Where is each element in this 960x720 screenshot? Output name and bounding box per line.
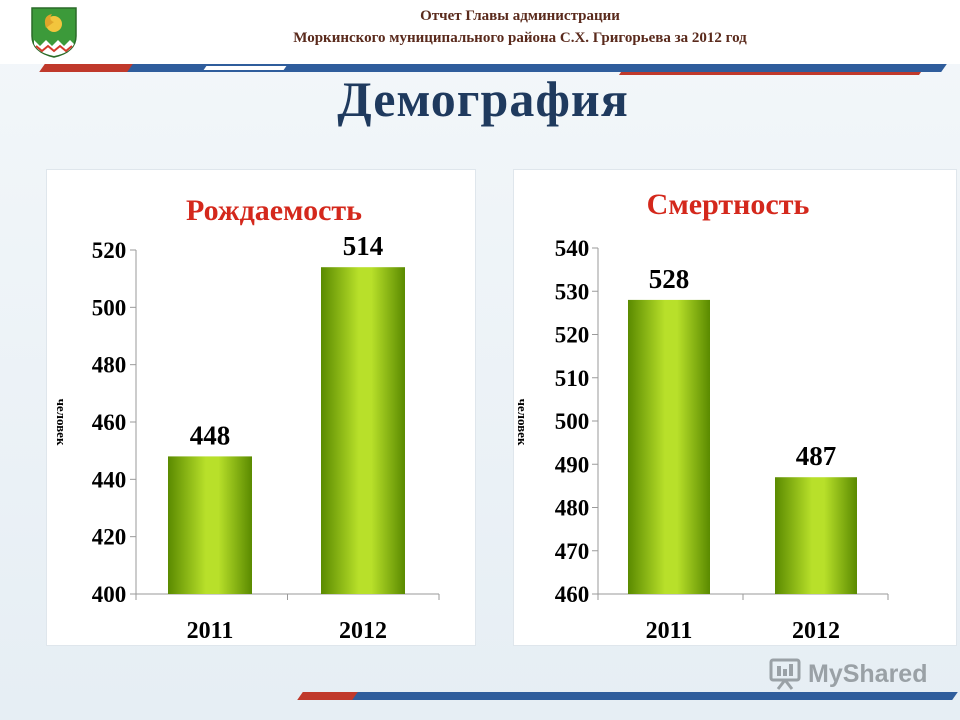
x-tick-label: 2011 [187,618,234,644]
report-title-line1: Отчет Главы администрации [420,8,620,24]
x-tick-label: 2012 [339,618,387,644]
page-title: Демография [337,71,629,127]
y-tick-label: 480 [555,496,590,521]
bar [168,456,252,594]
y-tick-label: 500 [92,295,127,320]
watermark-text: MyShared [808,660,928,688]
data-label: 448 [190,420,231,450]
x-tick-label: 2012 [792,618,840,644]
y-axis-label: человек [54,399,69,446]
y-tick-label: 500 [555,409,590,434]
chart-title: Смертность [647,188,810,221]
page-title-wrap: Демография [0,70,960,128]
presentation-icon [769,658,801,690]
y-tick-label: 460 [92,410,127,435]
y-tick-label: 530 [555,279,590,304]
data-label: 514 [343,231,384,261]
y-tick-label: 490 [555,452,590,477]
header-bar: Отчет Главы администрации Моркинского му… [0,0,960,64]
y-tick-label: 470 [555,539,590,564]
bar [321,267,405,594]
watermark: MyShared [768,656,928,694]
coat-of-arms-icon [31,7,77,58]
data-label: 487 [796,441,837,471]
y-tick-label: 420 [92,525,127,550]
y-tick-label: 460 [555,582,590,607]
birth-rate-chart: Рождаемость человек 400 420 440 460 480 500 520 4… [54,194,440,644]
y-tick-label: 520 [555,323,590,348]
y-tick-label: 480 [92,353,127,378]
x-tick-label: 2011 [646,618,693,644]
death-rate-chart: Смертность человек 460 470 480 490 500 510 520 53… [515,188,889,644]
chart-title: Рождаемость [186,194,362,227]
bar [775,477,857,594]
data-label: 528 [649,264,690,294]
bar [628,299,710,594]
birth-rate-panel: Рождаемость человек 400 420 440 460 480 500 520 4… [47,170,475,645]
y-axis-label: человек [515,399,530,446]
y-tick-label: 440 [92,467,127,492]
report-title-line2: Моркинского муниципального района С.Х. Г… [293,30,747,46]
y-tick-label: 520 [92,238,127,263]
y-tick-label: 540 [555,236,590,261]
y-tick-label: 400 [92,582,127,607]
y-tick-label: 510 [555,366,590,391]
death-rate-panel: Смертность человек 460 470 480 490 500 510 520 53… [514,170,956,645]
